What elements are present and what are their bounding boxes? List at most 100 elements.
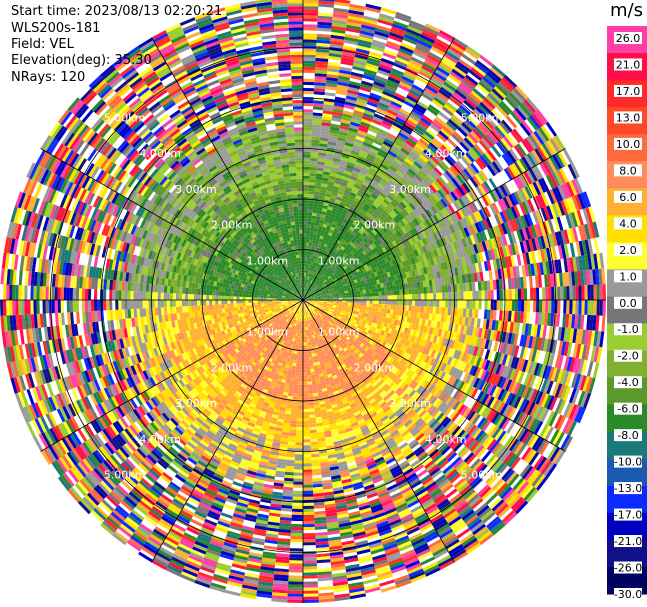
gate — [320, 262, 325, 266]
gate — [398, 284, 403, 290]
gate — [342, 113, 353, 119]
gate — [456, 61, 471, 72]
gate — [306, 260, 310, 265]
gate — [357, 39, 372, 46]
gate — [330, 126, 340, 132]
gate — [368, 95, 381, 102]
gate — [392, 187, 401, 195]
gate — [338, 217, 345, 222]
gate — [393, 300, 397, 305]
gate — [304, 295, 308, 298]
gate — [418, 37, 434, 47]
gate — [348, 294, 352, 298]
gate — [325, 156, 334, 161]
gate — [388, 73, 402, 82]
gate — [378, 166, 388, 173]
gate — [322, 267, 327, 271]
gate — [308, 245, 312, 250]
gate — [362, 224, 368, 231]
gate — [307, 279, 310, 283]
gate — [369, 215, 376, 222]
gate — [323, 168, 331, 173]
gate — [545, 300, 549, 313]
gate — [313, 287, 317, 290]
gate — [312, 124, 322, 129]
gate — [445, 101, 458, 112]
gate — [593, 300, 597, 316]
gate — [405, 300, 410, 306]
gate — [341, 239, 346, 244]
gate — [306, 227, 311, 231]
gate — [320, 131, 330, 136]
gate — [365, 211, 372, 218]
gate — [329, 49, 343, 55]
gate — [493, 300, 497, 311]
gate — [347, 304, 352, 308]
gate — [451, 68, 466, 80]
gate — [443, 103, 456, 114]
gate — [486, 71, 500, 84]
gate — [369, 195, 376, 202]
gate — [329, 216, 335, 221]
gate — [312, 271, 316, 276]
gate — [336, 251, 342, 256]
gate — [422, 90, 435, 100]
gate — [309, 255, 313, 259]
gate — [453, 131, 464, 142]
gate — [366, 187, 374, 194]
gate — [315, 179, 322, 184]
gate — [418, 293, 422, 300]
gate — [446, 76, 460, 87]
gate — [386, 109, 398, 117]
gate — [373, 139, 383, 147]
gate — [448, 300, 452, 308]
gate — [395, 116, 406, 125]
gate — [312, 209, 318, 214]
gate — [329, 197, 336, 202]
gate — [397, 167, 406, 176]
gate — [489, 66, 504, 80]
gate — [315, 269, 319, 273]
gate — [336, 171, 345, 177]
gate — [433, 293, 437, 300]
gate — [602, 284, 606, 300]
gate — [435, 94, 448, 104]
gate — [381, 93, 393, 101]
gate — [426, 286, 431, 294]
gate — [308, 194, 315, 198]
gate — [309, 273, 312, 277]
gate — [375, 185, 384, 193]
gate — [303, 190, 309, 195]
gate — [427, 126, 439, 136]
gate — [377, 151, 387, 159]
gate — [312, 278, 316, 282]
gate — [307, 293, 310, 296]
gate — [484, 290, 488, 300]
gate — [400, 147, 410, 156]
gate — [459, 81, 473, 93]
gate — [318, 238, 323, 243]
gate — [317, 204, 324, 209]
gate — [430, 300, 434, 307]
gate — [303, 69, 316, 74]
gate — [337, 219, 343, 225]
gate — [303, 81, 315, 86]
gate — [317, 15, 333, 20]
gate — [333, 204, 339, 210]
gate — [310, 288, 314, 291]
gate — [440, 58, 455, 69]
gate — [315, 176, 323, 181]
gate — [343, 104, 355, 110]
gate — [390, 162, 400, 171]
gate — [306, 288, 309, 292]
gate — [331, 120, 341, 126]
gate — [379, 192, 387, 199]
gate — [391, 97, 404, 106]
gate — [429, 286, 434, 294]
gate — [313, 279, 317, 283]
gate — [319, 195, 325, 200]
gate — [331, 25, 347, 31]
gate — [361, 118, 372, 125]
gate — [348, 241, 354, 246]
gate — [359, 234, 366, 240]
